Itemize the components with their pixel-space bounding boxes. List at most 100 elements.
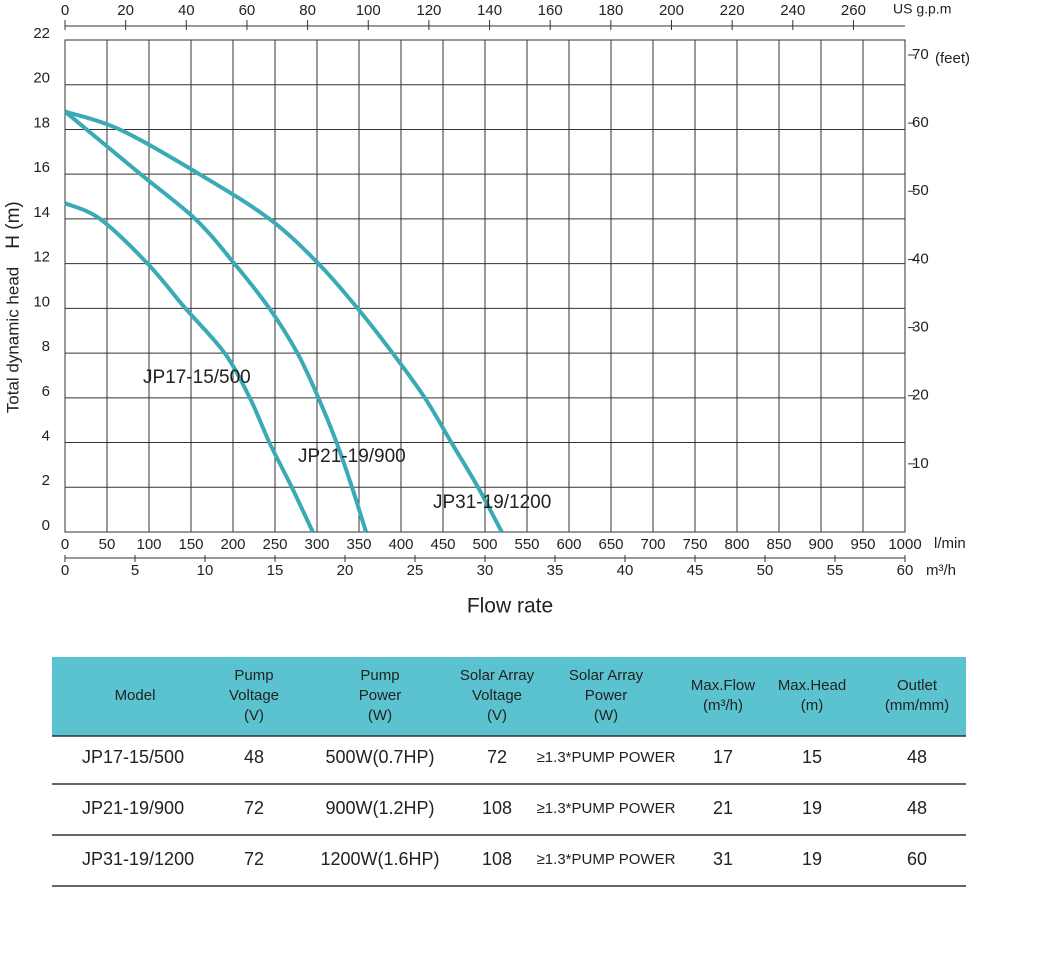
x-tick-label: 25 (407, 562, 424, 579)
x2-tick-label: 200 (220, 536, 245, 553)
table-header: Outlet (897, 677, 938, 694)
x3-tick-label: 40 (178, 2, 195, 19)
table-cell: 900W(1.2HP) (325, 798, 434, 818)
x3-tick-label: 120 (416, 2, 441, 19)
table-cell: 72 (487, 747, 507, 767)
x-tick-label: 20 (337, 562, 354, 579)
x3-tick-label: 240 (780, 2, 805, 19)
table-cell: 60 (907, 849, 927, 869)
x2-tick-label: 650 (598, 536, 623, 553)
table-cell: 19 (802, 798, 822, 818)
table-header: Solar Array (460, 667, 535, 684)
table-cell: 72 (244, 849, 264, 869)
x3-tick-label: 20 (117, 2, 134, 19)
x2-tick-label: 100 (136, 536, 161, 553)
x-tick-label: 45 (687, 562, 704, 579)
x3-tick-label: 220 (720, 2, 745, 19)
x2-tick-label: 250 (262, 536, 287, 553)
y-tick-label: 16 (33, 159, 50, 176)
table-header: Power (585, 687, 628, 704)
x3-tick-label: 160 (538, 2, 563, 19)
x2-tick-label: 800 (724, 536, 749, 553)
y-tick-label: 20 (33, 70, 50, 87)
table-cell: 72 (244, 798, 264, 818)
table-cell: ≥1.3*PUMP POWER (537, 800, 676, 817)
y-tick-label: 12 (33, 249, 50, 266)
x3-tick-label: 180 (598, 2, 623, 19)
y-tick-label: 18 (33, 114, 50, 131)
y2-tick-label: 60 (912, 114, 929, 131)
table-header: Model (115, 687, 156, 704)
x-unit: m³/h (926, 562, 956, 579)
y-tick-label: 22 (33, 25, 50, 42)
table-cell: 48 (907, 798, 927, 818)
x-tick-label: 15 (267, 562, 284, 579)
x2-tick-label: 450 (430, 536, 455, 553)
table-cell: 48 (907, 747, 927, 767)
table-header: (V) (487, 707, 507, 724)
table-cell: 31 (713, 849, 733, 869)
curve (64, 201, 315, 533)
table-header: Pump (234, 667, 273, 684)
table-cell: 108 (482, 849, 512, 869)
table-cell: 21 (713, 798, 733, 818)
x2-unit: l/min (934, 535, 966, 552)
x-tick-label: 10 (197, 562, 214, 579)
x2-tick-label: 950 (850, 536, 875, 553)
y2-unit: (feet) (935, 50, 970, 67)
table-header: (m) (801, 697, 824, 714)
table-cell: JP17-15/500 (82, 747, 184, 767)
table-cell: 108 (482, 798, 512, 818)
curve (64, 109, 504, 533)
table-header: (W) (594, 707, 618, 724)
x-tick-label: 5 (131, 562, 139, 579)
curve-label: JP17-15/500 (143, 367, 251, 388)
table-cell: 15 (802, 747, 822, 767)
curve (63, 110, 368, 533)
table-cell: ≥1.3*PUMP POWER (537, 851, 676, 868)
x-tick-label: 60 (897, 562, 914, 579)
table-header: Max.Flow (691, 677, 755, 694)
y-tick-label: 8 (42, 338, 50, 355)
x3-unit: US g.p.m (893, 1, 951, 17)
table-header: (m³/h) (703, 697, 743, 714)
table-header: (W) (368, 707, 392, 724)
y-tick-label: 2 (42, 472, 50, 489)
x-tick-label: 50 (757, 562, 774, 579)
x2-tick-label: 350 (346, 536, 371, 553)
x3-tick-label: 260 (841, 2, 866, 19)
y-tick-label: 4 (42, 428, 50, 445)
x-tick-label: 30 (477, 562, 494, 579)
x3-tick-label: 100 (356, 2, 381, 19)
y2-tick-label: 50 (912, 182, 929, 199)
x2-tick-label: 400 (388, 536, 413, 553)
table-cell: 19 (802, 849, 822, 869)
table-header: Voltage (472, 687, 522, 704)
curve-label: JP31-19/1200 (433, 492, 551, 513)
x2-tick-label: 1000 (888, 536, 921, 553)
y2-tick-label: 10 (912, 455, 929, 472)
x2-tick-label: 500 (472, 536, 497, 553)
curve-label: JP21-19/900 (298, 446, 406, 467)
x2-tick-label: 700 (640, 536, 665, 553)
table-cell: 500W(0.7HP) (325, 747, 434, 767)
table-header: (mm/mm) (885, 697, 949, 714)
table-cell: 48 (244, 747, 264, 767)
x-tick-label: 40 (617, 562, 634, 579)
y2-tick-label: 30 (912, 319, 929, 336)
y2-tick-label: 40 (912, 250, 929, 267)
x3-tick-label: 140 (477, 2, 502, 19)
table-header: Max.Head (778, 677, 846, 694)
table-cell: 1200W(1.6HP) (320, 849, 439, 869)
x-tick-label: 0 (61, 562, 69, 579)
y-unit: H (m) (3, 201, 24, 248)
x2-tick-label: 850 (766, 536, 791, 553)
x3-tick-label: 200 (659, 2, 684, 19)
table-header-bg (52, 657, 966, 736)
x2-tick-label: 550 (514, 536, 539, 553)
table-header: (V) (244, 707, 264, 724)
table-cell: ≥1.3*PUMP POWER (537, 749, 676, 766)
y2-tick-label: 20 (912, 387, 929, 404)
x3-tick-label: 0 (61, 2, 69, 19)
